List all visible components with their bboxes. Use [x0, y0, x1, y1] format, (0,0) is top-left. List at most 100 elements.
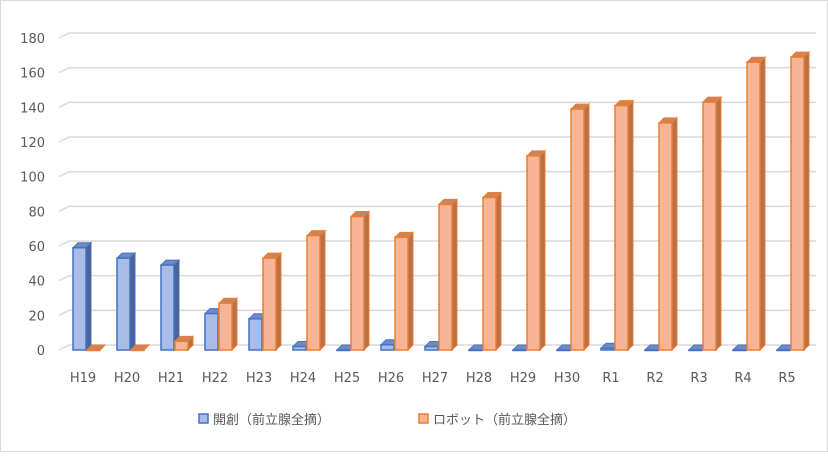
legend-swatch-robot: [418, 413, 429, 424]
bar-front: [658, 122, 673, 351]
gridline-floor: [58, 205, 70, 213]
gridline-floor: [58, 344, 70, 351]
bar-front: [468, 349, 483, 352]
gridline-floor: [58, 240, 70, 247]
bar-open-H20: [115, 251, 137, 352]
bar-robot-R5: [789, 50, 811, 352]
bar-front: [776, 349, 791, 352]
x-tick-label: R3: [690, 371, 707, 386]
bar-front: [702, 101, 717, 351]
bar-front: [262, 257, 277, 351]
bar-robot-R3: [701, 95, 723, 352]
bar-front: [218, 302, 233, 351]
y-tick-label: 100: [20, 171, 45, 186]
x-tick-label: R1: [602, 371, 619, 386]
bar-robot-H20: [129, 344, 151, 352]
bar-robot-H19: [85, 344, 107, 352]
bar-front: [600, 347, 615, 351]
bar-front: [72, 246, 87, 351]
bar-front: [394, 236, 409, 351]
x-tick-label: H22: [202, 371, 228, 386]
bar-front: [350, 215, 365, 351]
gridline-floor: [58, 136, 70, 143]
x-tick-label: R4: [734, 371, 751, 386]
bar-robot-H21: [173, 335, 195, 352]
y-tick-label: 20: [28, 309, 45, 324]
bar-front: [570, 108, 585, 351]
bar-front: [746, 61, 761, 351]
x-tick-label: H28: [466, 371, 492, 386]
bars: [71, 50, 811, 352]
bar-robot-H29: [525, 149, 547, 352]
bar-robot-R1: [613, 99, 635, 352]
gridline-floor: [58, 101, 70, 109]
bar-front: [130, 349, 145, 352]
gridline-floor: [58, 170, 70, 178]
bar-front: [688, 349, 703, 352]
y-tick-label: 0: [37, 344, 45, 359]
x-tick-label: H23: [246, 371, 272, 386]
y-tick-label: 80: [28, 205, 45, 220]
gridline-floor: [58, 32, 70, 39]
bar-front: [292, 345, 307, 351]
legend-label-open: 開創（前立腺全摘）: [213, 412, 330, 428]
bar-front: [306, 234, 321, 351]
bar-front: [482, 196, 497, 351]
x-tick-label: H30: [554, 371, 580, 386]
y-tick-label: 160: [20, 67, 45, 82]
y-tick-label: 140: [20, 101, 45, 116]
bar-front: [644, 349, 659, 352]
x-tick-label: H27: [422, 371, 448, 386]
bar-front: [512, 349, 527, 352]
y-axis-ticks: 0 20 40 60 80 100 120 140 160 180: [20, 32, 45, 359]
bar-front: [86, 349, 101, 352]
y-tick-label: 180: [20, 32, 45, 47]
legend: 開創（前立腺全摘） ロボット（前立腺全摘）: [198, 412, 576, 428]
bar-robot-H24: [305, 229, 327, 352]
bar-front: [526, 155, 541, 351]
x-tick-label: H20: [114, 371, 140, 386]
bar-robot-H30: [569, 102, 591, 352]
y-tick-label: 120: [20, 136, 45, 151]
bar-front: [174, 340, 189, 351]
gridline-floor: [58, 66, 70, 74]
x-tick-label: H24: [290, 371, 316, 386]
y-tick-label: 40: [28, 275, 45, 290]
bar-robot-H27: [437, 198, 459, 352]
bar-front: [438, 203, 453, 351]
bar-robot-R4: [745, 56, 767, 352]
bar-front: [424, 345, 439, 351]
legend-swatch-open: [198, 413, 209, 424]
gridline-floor: [58, 274, 70, 282]
bar-robot-H22: [217, 296, 239, 352]
bar-open-H21: [159, 258, 181, 352]
bar-open-H19: [71, 241, 93, 352]
bar-front: [732, 349, 747, 352]
x-tick-label: H29: [510, 371, 536, 386]
bar-robot-H28: [481, 191, 503, 352]
x-tick-label: H19: [70, 371, 96, 386]
bar-front: [380, 344, 395, 351]
bar-front: [248, 318, 263, 351]
bar-front: [614, 104, 629, 351]
x-tick-label: H26: [378, 371, 404, 386]
x-tick-label: H25: [334, 371, 360, 386]
x-tick-label: H21: [158, 371, 184, 386]
bar-front: [790, 56, 805, 351]
bar-front: [336, 349, 351, 352]
bar-robot-R2: [657, 116, 679, 352]
bar-robot-H25: [349, 210, 371, 352]
bar-robot-H26: [393, 231, 415, 352]
gridline-floor: [58, 309, 70, 317]
bar-front: [204, 312, 219, 351]
x-tick-label: R2: [646, 371, 663, 386]
bar-front: [116, 257, 131, 351]
bar-front: [556, 349, 571, 352]
x-tick-label: R5: [778, 371, 795, 386]
legend-label-robot: ロボット（前立腺全摘）: [433, 412, 576, 428]
x-axis-ticks: H19 H20 H21 H22 H23 H24 H25 H26 H27 H28 H29 H30 R1 R2…: [70, 371, 796, 386]
bar-front: [160, 264, 175, 351]
y-tick-label: 60: [28, 240, 45, 255]
